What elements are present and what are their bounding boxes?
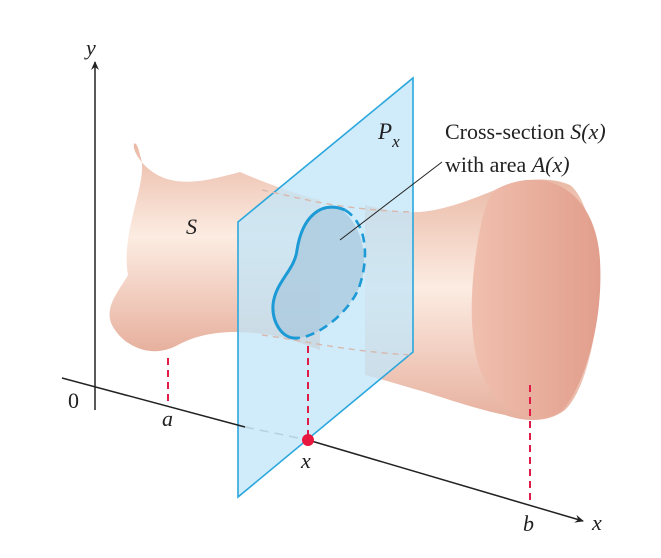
a-label: a: [162, 406, 173, 431]
callout-line-2-math: A(x): [530, 152, 570, 177]
callout-line-2: with area A(x): [445, 152, 570, 177]
callout-leader: [339, 161, 443, 241]
point-x: [302, 434, 314, 446]
b-label: b: [523, 511, 534, 536]
solid-label: S: [186, 214, 197, 239]
plane-label-subscript: x: [391, 132, 400, 151]
cross-section-region: [272, 206, 365, 339]
callout-line-1: Cross-section S(x): [445, 119, 606, 144]
origin-label: 0: [68, 388, 79, 413]
plane-label-main: P: [377, 119, 392, 144]
solid-end-face: [471, 179, 601, 418]
cross-section-solid-edge: [271, 205, 346, 340]
callout-line-2-text: with area: [445, 152, 532, 177]
callout-line-1-text: Cross-section: [445, 119, 570, 144]
x-axis-label: x: [591, 510, 602, 535]
x-point-label: x: [300, 448, 311, 473]
x-axis-left-segment: [61, 377, 246, 428]
solid-hidden-edge-bottom: [261, 334, 414, 356]
plane-label: Px: [377, 119, 400, 151]
callout-line-1-math: S(x): [570, 119, 605, 144]
solid-hidden-edge-top: [261, 189, 414, 213]
x-axis-right-segment: [307, 439, 584, 523]
y-axis-label: y: [84, 35, 96, 60]
